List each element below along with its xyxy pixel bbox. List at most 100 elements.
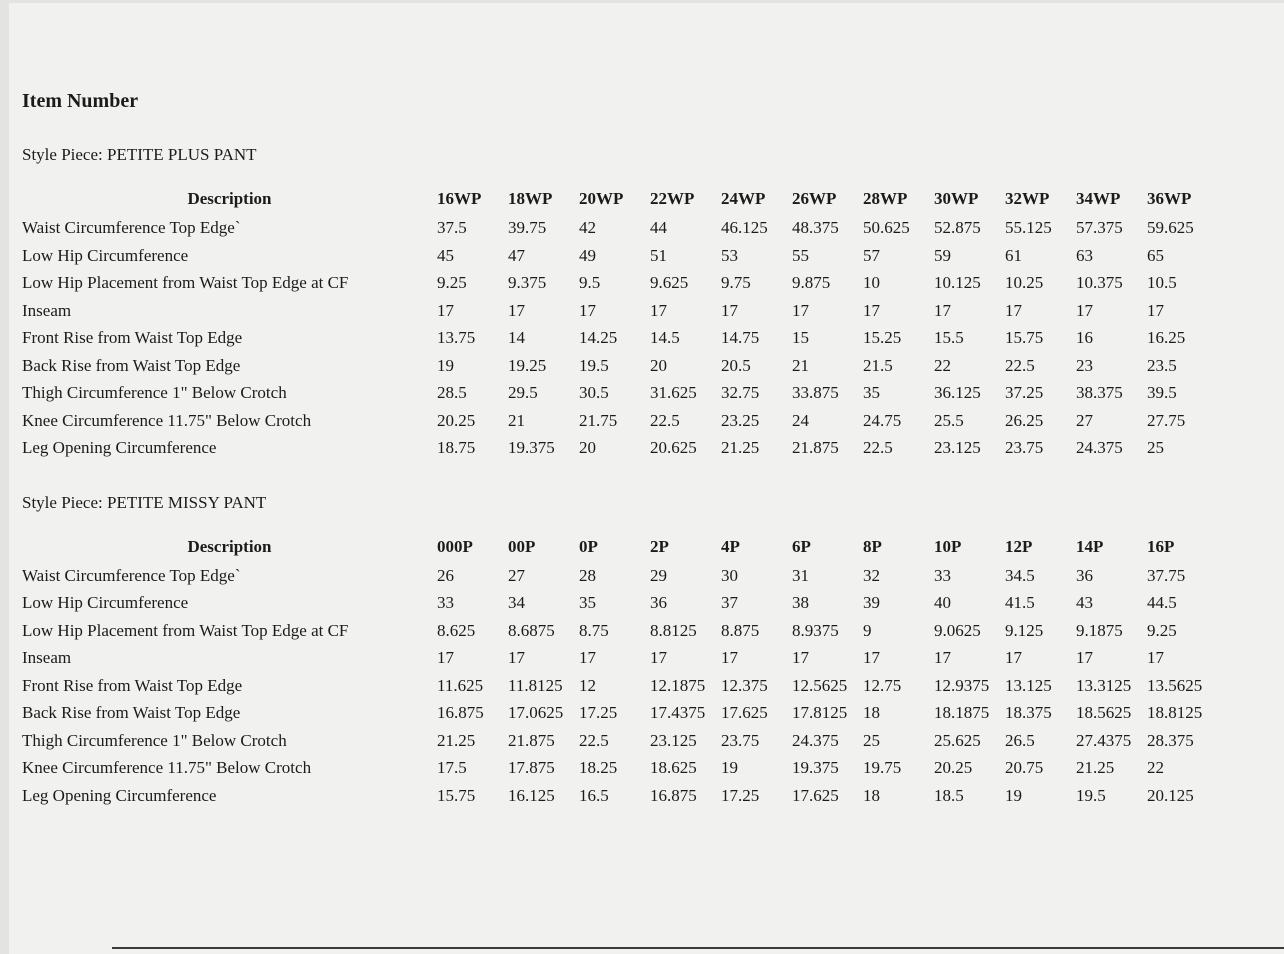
measurement-value: 17.25 [579,703,618,722]
measurement-value: 23.125 [934,438,981,457]
measurement-value: 8.8125 [650,620,697,640]
measurement-label: Back Rise from Waist Top Edge [22,703,241,722]
measurement-value: 37.25 [1005,383,1044,402]
size-column-header: 18WP [508,189,553,208]
scan-edge-left [0,0,9,954]
measurement-value: 10.125 [934,273,981,292]
measurement-value: 16.875 [437,703,484,722]
size-column-header: 28WP [863,189,908,208]
measurement-value: 19.375 [792,758,839,777]
measurement-value: 12.1875 [650,675,706,695]
measurement-value: 20.25 [934,758,973,777]
measurement-value: 48.375 [792,218,839,237]
measurement-value: 11.8125 [508,675,563,695]
measurement-value: 20.75 [1005,758,1044,777]
measurement-value: 35 [863,383,880,402]
measurement-value: 36 [650,593,667,612]
measurement-value: 17 [437,648,454,667]
measurement-value: 17.0625 [508,703,564,722]
measurement-value: 45 [437,245,454,265]
measurement-value: 9.125 [1005,620,1044,640]
measurement-value: 24.375 [792,730,839,750]
measurement-label: Low Hip Circumference [22,245,189,265]
measurement-value: 21 [792,355,809,375]
measurement-value: 18 [863,785,880,805]
measurement-value: 22 [934,355,951,375]
measurement-value: 14.75 [721,328,760,347]
measurement-value: 20.25 [437,410,476,430]
measurement-value: 22.5 [650,410,680,430]
description-header: Description [187,536,272,556]
measurement-value: 10.5 [1147,273,1177,292]
measurement-value: 9 [863,620,872,640]
measurement-value: 23.5 [1147,355,1177,375]
measurement-label: Front Rise from Waist Top Edge [22,675,243,695]
measurement-value: 17.25 [721,785,760,805]
measurement-row: Low Hip Placement from Waist Top Edge at… [22,269,1218,297]
measurement-value: 16 [1076,328,1093,347]
size-column-header: 16P [1147,536,1175,556]
measurement-value: 11.625 [437,675,484,695]
size-column-header: 36WP [1147,189,1192,208]
measurement-value: 18.5625 [1076,703,1132,722]
measurement-value: 8.875 [721,620,760,640]
measurement-value: 16.125 [508,785,555,805]
measurement-value: 24.75 [863,410,902,430]
style-piece-label: Style Piece: PETITE PLUS PANT [22,145,257,164]
measurement-value: 17 [1147,300,1164,320]
measurement-value: 17 [579,300,596,320]
measurement-value: 9.25 [1147,620,1177,640]
measurement-label: Front Rise from Waist Top Edge [22,328,243,347]
measurement-value: 17 [1005,300,1022,320]
measurement-value: 21.25 [721,438,760,457]
measurement-row: Thigh Circumference 1" Below Crotch 28.5 2… [22,379,1218,407]
measurement-label: Leg Opening Circumference [22,785,217,805]
measurement-value: 9.375 [508,273,547,292]
measurement-value: 63 [1076,245,1093,265]
measurement-value: 18.25 [579,758,618,777]
measurement-value: 21.25 [1076,758,1115,777]
size-tables-container: Style Piece: PETITE PLUS PANT Descriptio… [22,144,1284,809]
measurement-value: 20.5 [721,355,751,375]
measurement-value: 28 [579,565,596,585]
measurement-label: Knee Circumference 11.75" Below Crotch [22,410,312,430]
measurement-value: 17 [579,648,596,667]
measurement-value: 59 [934,245,951,265]
scan-edge-top [0,0,1284,3]
measurement-value: 17 [863,300,880,320]
measurement-value: 25.625 [934,730,981,750]
measurement-value: 28.5 [437,383,467,402]
measurement-value: 17 [863,648,880,667]
size-column-header: 2P [650,536,669,556]
measurement-label: Knee Circumference 11.75" Below Crotch [22,758,312,777]
measurement-value: 18.1875 [934,703,990,722]
measurement-value: 19 [1005,785,1022,805]
measurement-value: 18.8125 [1147,703,1203,722]
measurement-value: 12.75 [863,675,902,695]
style-piece-label: Style Piece: PETITE MISSY PANT [22,492,267,512]
measurement-row: Knee Circumference 11.75" Below Crotch 20… [22,407,1218,435]
measurement-value: 27.4375 [1076,730,1132,750]
measurement-value: 57 [863,245,880,265]
size-column-header: 24WP [721,189,766,208]
measurement-label: Low Hip Placement from Waist Top Edge at… [22,273,349,292]
size-header-row: Description 16WP 18WP 20WP 22WP 24WP 26WP 28WP… [22,184,1218,214]
measurement-value: 42 [579,218,596,237]
measurement-value: 16.875 [650,785,697,805]
measurement-value: 18.625 [650,758,697,777]
measurement-value: 26 [437,565,454,585]
measurement-value: 36 [1076,565,1093,585]
measurement-row: Inseam 17 17 17 17 17 17 17 17 17 17 17 [22,297,1218,325]
measurement-value: 41.5 [1005,593,1035,612]
measurement-value: 17 [792,300,809,320]
measurement-value: 37 [721,593,738,612]
measurement-value: 24 [792,410,809,430]
measurement-value: 28.375 [1147,730,1194,750]
measurement-value: 59.625 [1147,218,1194,237]
measurement-value: 30.5 [579,383,609,402]
measurement-row: Inseam 17 17 17 17 17 17 17 17 17 17 17 [22,644,1218,672]
measurement-value: 22.5 [1005,355,1035,375]
measurement-value: 23 [1076,355,1093,375]
measurement-value: 38.375 [1076,383,1123,402]
measurement-row: Front Rise from Waist Top Edge 13.75 14 14.… [22,324,1218,352]
